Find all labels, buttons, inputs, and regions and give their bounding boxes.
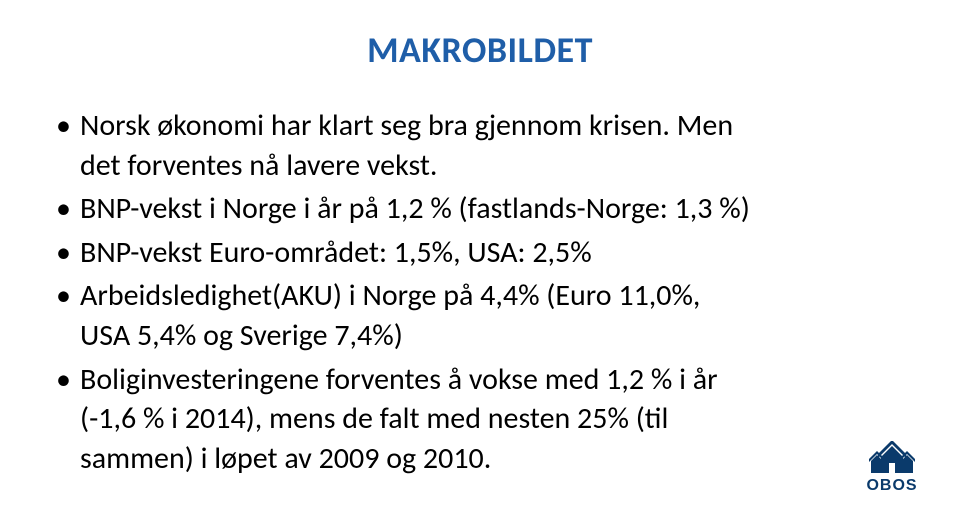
bullet-text: sammen) i løpet av 2009 og 2010.: [80, 439, 904, 479]
list-item: Boliginvesteringene forventes å vokse me…: [56, 360, 904, 479]
obos-logo-icon: [869, 441, 915, 475]
list-item: Arbeidsledighet(AKU) i Norge på 4,4% (Eu…: [56, 276, 904, 355]
bullet-text: USA 5,4% og Sverige 7,4%): [80, 316, 904, 356]
bullet-text: (-1,6 % i 2014), mens de falt med nesten…: [80, 399, 904, 439]
bullet-text: det forventes nå lavere vekst.: [80, 146, 904, 186]
slide-title: MAKROBILDET: [56, 28, 904, 72]
bullet-text: Arbeidsledighet(AKU) i Norge på 4,4% (Eu…: [80, 276, 904, 316]
bullet-list: Norsk økonomi har klart seg bra gjennom …: [56, 106, 904, 478]
slide: MAKROBILDET Norsk økonomi har klart seg …: [0, 0, 960, 517]
list-item: BNP-vekst i Norge i år på 1,2 % (fastlan…: [56, 189, 904, 229]
bullet-text: Boliginvesteringene forventes å vokse me…: [80, 360, 904, 400]
bullet-text: BNP-vekst Euro-området: 1,5%, USA: 2,5%: [80, 233, 904, 273]
obos-logo-text: OBOS: [860, 477, 924, 495]
bullet-text: Norsk økonomi har klart seg bra gjennom …: [80, 106, 904, 146]
obos-logo: OBOS: [860, 441, 924, 495]
list-item: Norsk økonomi har klart seg bra gjennom …: [56, 106, 904, 185]
bullet-text: BNP-vekst i Norge i år på 1,2 % (fastlan…: [80, 189, 904, 229]
list-item: BNP-vekst Euro-området: 1,5%, USA: 2,5%: [56, 233, 904, 273]
